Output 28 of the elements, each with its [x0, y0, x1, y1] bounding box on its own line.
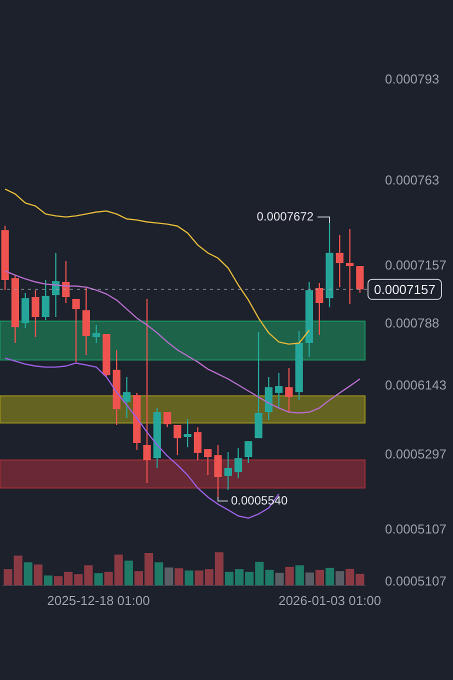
bar	[164, 568, 174, 586]
text: 0.0005107	[385, 574, 446, 589]
text: 0.0005297	[385, 446, 446, 462]
bar	[285, 566, 294, 586]
bar	[326, 568, 334, 586]
text: 0.000788	[385, 316, 440, 331]
bar	[24, 562, 32, 586]
text: 0.0007157	[385, 258, 446, 273]
x-tick-label: 2025-12-18 01:00	[47, 592, 150, 608]
text: 0.000763	[385, 172, 440, 188]
bar	[336, 571, 344, 586]
bar	[174, 568, 184, 586]
bar	[315, 570, 324, 586]
bar	[275, 572, 284, 586]
text: 0.0007157	[374, 282, 436, 297]
bar	[154, 562, 164, 586]
text: 0.0005107	[385, 522, 446, 537]
x-tick-label: 2026-01-03 01:00	[278, 592, 382, 608]
bar	[295, 565, 304, 586]
bar	[94, 573, 103, 586]
bar	[305, 572, 314, 586]
bar	[184, 570, 194, 586]
text: 0.000793	[385, 72, 440, 87]
text: 0.0006143	[385, 378, 446, 393]
bar	[124, 560, 133, 586]
annotation: 0.0007672	[256, 209, 314, 224]
bar	[44, 575, 52, 586]
bar	[34, 564, 42, 586]
